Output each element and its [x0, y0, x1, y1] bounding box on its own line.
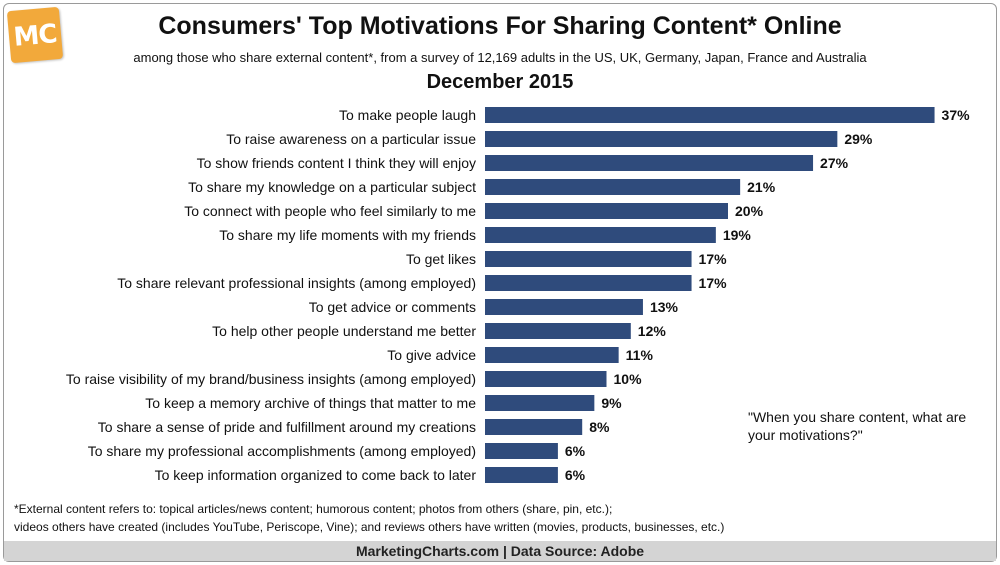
- bar: [485, 395, 595, 411]
- category-label: To make people laugh: [339, 107, 476, 123]
- category-label: To show friends content I think they wil…: [197, 155, 476, 171]
- bar: [485, 443, 558, 459]
- category-label: To get advice or comments: [309, 299, 476, 315]
- bar: [485, 371, 607, 387]
- bar: [485, 419, 583, 435]
- bar-value-label: 10%: [614, 371, 643, 387]
- bar: [485, 227, 716, 243]
- bar-value-label: 29%: [844, 131, 873, 147]
- category-label: To keep information organized to come ba…: [155, 467, 477, 483]
- category-label: To share a sense of pride and fulfillmen…: [98, 419, 476, 435]
- bar: [485, 155, 814, 171]
- bar: [485, 323, 631, 339]
- bar: [485, 467, 558, 483]
- category-label: To share my professional accomplishments…: [88, 443, 476, 459]
- bar-chart: To make people laugh 37% To raise awarenes…: [66, 107, 971, 483]
- category-label: To give advice: [387, 347, 476, 363]
- bar-value-label: 37%: [942, 107, 971, 123]
- chart-subtitle: among those who share external content*,…: [133, 50, 867, 65]
- bar: [485, 131, 838, 147]
- bar-value-label: 9%: [601, 395, 622, 411]
- bar: [485, 347, 619, 363]
- category-label: To help other people understand me bette…: [212, 323, 476, 339]
- bar-value-label: 8%: [589, 419, 610, 435]
- category-label: To keep a memory archive of things that …: [145, 395, 476, 411]
- bar-value-label: 6%: [565, 443, 586, 459]
- category-label: To connect with people who feel similarl…: [184, 203, 476, 219]
- bar-value-label: 13%: [650, 299, 679, 315]
- bar-value-label: 19%: [723, 227, 752, 243]
- survey-question-annotation: "When you share content, what are your m…: [748, 409, 967, 443]
- chart-title: Consumers' Top Motivations For Sharing C…: [158, 12, 842, 40]
- bar: [485, 107, 935, 123]
- category-label: To raise awareness on a particular issue: [226, 131, 476, 147]
- bar: [485, 179, 741, 195]
- category-label: To share relevant professional insights …: [117, 275, 476, 291]
- footnote-line-1: *External content refers to: topical art…: [14, 502, 613, 516]
- bar-value-label: 11%: [626, 347, 654, 363]
- chart-date: December 2015: [426, 71, 574, 93]
- footnote-line-2: videos others have created (includes You…: [14, 520, 725, 534]
- bar-value-label: 21%: [747, 179, 776, 195]
- bar: [485, 203, 728, 219]
- category-label: To share my knowledge on a particular su…: [188, 179, 476, 195]
- category-label: To get likes: [406, 251, 476, 267]
- bar-value-label: 27%: [820, 155, 849, 171]
- bar-value-label: 20%: [735, 203, 764, 219]
- bar: [485, 299, 643, 315]
- source-footer: MarketingCharts.com | Data Source: Adobe: [4, 541, 996, 561]
- bar-value-label: 12%: [638, 323, 667, 339]
- category-label: To share my life moments with my friends: [219, 227, 476, 243]
- category-label: To raise visibility of my brand/business…: [66, 371, 476, 387]
- bar-value-label: 17%: [699, 275, 728, 291]
- bar: [485, 251, 692, 267]
- bar-value-label: 6%: [565, 467, 586, 483]
- bar: [485, 275, 692, 291]
- footnote: *External content refers to: topical art…: [14, 500, 984, 536]
- bar-value-label: 17%: [699, 251, 728, 267]
